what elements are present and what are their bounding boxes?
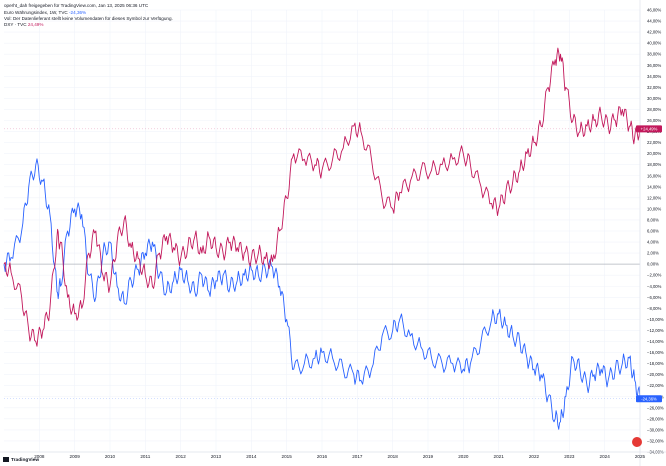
x-tick-label: 2016 (317, 454, 328, 459)
series-line-2 (3, 47, 641, 347)
series-lines (3, 47, 641, 430)
y-tick-label: −12,00% (647, 328, 664, 333)
x-tick-label: 2017 (352, 454, 363, 459)
legend-series2-name: DXY · TVC (4, 22, 27, 27)
volume-note: Vol: Der Datenlieferant stellt keine Vol… (4, 16, 173, 22)
legend-series1[interactable]: Euro Währungsindex, 1W, TVC -24,36% (4, 10, 86, 16)
publish-line: operht_dah freigegeben für TradingView.c… (4, 3, 148, 9)
last-value-label: +24,49% (641, 126, 658, 131)
y-tick-label: 0,00% (647, 262, 659, 267)
x-tick-label: 2021 (494, 454, 505, 459)
y-tick-label: 40,00% (647, 41, 661, 46)
y-tick-label: 4,00% (647, 240, 659, 245)
y-tick-label: 6,00% (647, 229, 659, 234)
x-tick-label: 2024 (600, 454, 611, 459)
x-tick-label: 2010 (105, 454, 116, 459)
last-value-badge (636, 395, 662, 403)
y-tick-label: 28,00% (647, 107, 661, 112)
x-tick-label: 2015 (282, 454, 293, 459)
y-tick-label: 22,00% (647, 140, 661, 145)
legend-series2-value: 24,49% (27, 22, 44, 27)
x-tick-label: 2009 (70, 454, 81, 459)
legend-series2[interactable]: DXY · TVC 24,49% (4, 22, 43, 28)
x-tick-label: 2008 (34, 454, 45, 459)
last-value-label: -24,36% (641, 396, 657, 401)
y-tick-label: −4,00% (647, 284, 662, 289)
y-tick-label: 42,00% (647, 30, 661, 35)
y-tick-label: −14,00% (647, 339, 664, 344)
y-tick-label: −22,00% (647, 383, 664, 388)
y-tick-label: −30,00% (647, 427, 664, 432)
x-tick-label: 2022 (529, 454, 540, 459)
y-tick-label: 32,00% (647, 85, 661, 90)
y-tick-label: −8,00% (647, 306, 662, 311)
tradingview-icon (3, 457, 9, 462)
y-tick-label: 38,00% (647, 52, 661, 57)
flag-icon (632, 437, 642, 447)
legend-series1-value: -24,36% (69, 10, 87, 15)
last-value-badges: -24,36% +24,49% (4, 125, 662, 403)
y-tick-label: −20,00% (647, 372, 664, 377)
y-tick-label: −26,00% (647, 405, 664, 410)
x-tick-label: 2020 (458, 454, 469, 459)
y-tick-label: −2,00% (647, 273, 662, 278)
y-tick-label: 8,00% (647, 217, 659, 222)
y-tick-label: 20,00% (647, 151, 661, 156)
x-tick-label: 2013 (211, 454, 222, 459)
y-tick-label: −16,00% (647, 350, 664, 355)
y-tick-label: −6,00% (647, 295, 662, 300)
y-tick-label: −28,00% (647, 416, 664, 421)
x-tick-label: 2012 (176, 454, 187, 459)
y-tick-label: 46,00% (647, 8, 661, 13)
series-line-1 (3, 158, 641, 430)
last-value-badge (636, 125, 662, 133)
y-tick-label: −32,00% (647, 438, 664, 443)
y-tick-label: 26,00% (647, 118, 661, 123)
y-tick-label: 44,00% (647, 19, 661, 24)
x-tick-label: 2019 (423, 454, 434, 459)
y-tick-label: 18,00% (647, 162, 661, 167)
y-tick-label: 34,00% (647, 74, 661, 79)
volume-note-text: Vol: Der Datenlieferant stellt keine Vol… (4, 16, 173, 21)
y-tick-label: 30,00% (647, 96, 661, 101)
x-tick-label: 2018 (388, 454, 399, 459)
y-tick-label: 2,00% (647, 251, 659, 256)
x-axis: 2008 2009 2010 2011 2012 2013 2014 2015 2016 2017… (0, 451, 666, 459)
legend-series1-name: Euro Währungsindex, 1W, TVC (4, 10, 68, 15)
logo-text: TradingView (11, 457, 40, 463)
y-tick-label: 12,00% (647, 195, 661, 200)
x-tick-label: 2014 (246, 454, 257, 459)
y-tick-label: 14,00% (647, 184, 661, 189)
x-tick-label: 2023 (564, 454, 575, 459)
tradingview-logo[interactable]: TradingView (3, 457, 39, 463)
y-tick-label: 36,00% (647, 63, 661, 68)
y-tick-label: −10,00% (647, 317, 664, 322)
y-axis: 46,00% 44,00% 42,00% 40,00% 38,00% 36,00% 34,0… (639, 0, 664, 466)
x-tick-label: 2011 (140, 454, 150, 459)
grid-lines (4, 9, 641, 453)
y-tick-label: 16,00% (647, 173, 661, 178)
publish-text: operht_dah freigegeben für TradingView.c… (4, 3, 149, 8)
y-tick-label: 10,00% (647, 206, 661, 211)
y-tick-label: −18,00% (647, 361, 664, 366)
x-tick-label: 2025 (635, 454, 646, 459)
